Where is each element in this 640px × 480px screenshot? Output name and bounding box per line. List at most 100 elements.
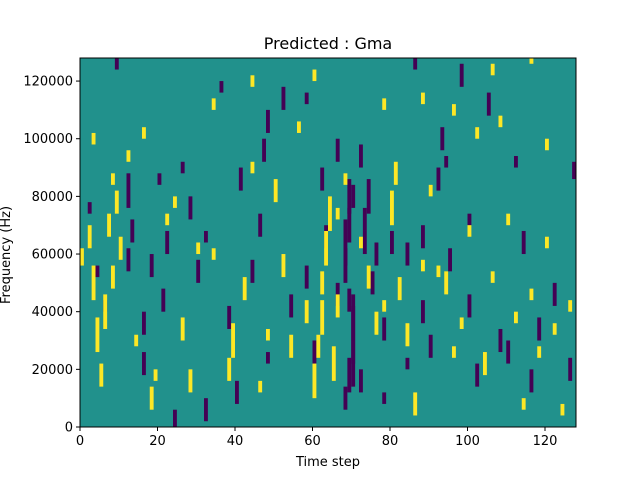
heatmap-cell-low <box>250 259 255 283</box>
heatmap-cell-low <box>506 340 511 364</box>
heatmap-cell-low <box>572 161 576 180</box>
heatmap-cell-high <box>498 115 503 128</box>
heatmap-cell-high <box>180 317 185 341</box>
heatmap-cell-low <box>448 248 452 272</box>
heatmap-cell-high <box>118 236 123 260</box>
heatmap-cell-low <box>552 282 557 306</box>
heatmap-cell-high <box>297 121 301 133</box>
heatmap-cell-low <box>173 409 177 427</box>
heatmap-cell-low <box>165 230 170 255</box>
y-tick-label: 80000 <box>32 190 73 205</box>
heatmap-cell-low <box>227 305 232 329</box>
heatmap-cell-low <box>95 265 100 278</box>
heatmap-cell-low <box>351 184 356 208</box>
heatmap-cell-low <box>149 254 154 278</box>
heatmap-cell-low <box>486 92 491 116</box>
heatmap-cell-high <box>126 150 131 162</box>
heatmap-cell-high <box>103 294 108 329</box>
heatmap-cell-low <box>390 230 394 255</box>
heatmap-cell-low <box>87 202 92 214</box>
heatmap-cell-high <box>324 230 328 266</box>
heatmap-cell-low <box>467 294 472 318</box>
heatmap-cell-low <box>343 386 348 410</box>
heatmap-cell-low <box>440 127 445 151</box>
heatmap-cell-high <box>521 398 526 410</box>
y-tick-label: 0 <box>65 421 73 436</box>
heatmap-cell-high <box>331 346 336 381</box>
heatmap-cell-high <box>359 236 363 249</box>
heatmap-cell-low <box>347 357 352 393</box>
heatmap-cell-low <box>405 242 410 266</box>
heatmap-cell-high <box>266 328 270 341</box>
heatmap-cell-low <box>382 317 387 341</box>
heatmap-cell-low <box>374 242 379 266</box>
heatmap-cell-low <box>312 340 317 364</box>
heatmap-cell-low <box>444 156 449 168</box>
x-tick-label: 20 <box>149 434 166 449</box>
heatmap-cell-high <box>250 75 255 87</box>
heatmap-cell-high <box>568 300 573 312</box>
x-tick-label: 0 <box>76 434 84 449</box>
heatmap-cell-high <box>273 179 278 203</box>
heatmap-cell-low <box>188 196 193 220</box>
heatmap-cell-high <box>459 317 464 329</box>
heatmap-cell-low <box>258 213 263 237</box>
heatmap-cell-low <box>126 248 131 272</box>
heatmap-cell-high <box>173 196 177 208</box>
heatmap-cell-low <box>568 357 573 381</box>
heatmap-cell-high <box>231 323 235 358</box>
heatmap-cell-high <box>452 346 456 358</box>
heatmap-cell-low <box>370 271 375 295</box>
heatmap-cell-high <box>242 277 247 301</box>
heatmap-cell-high <box>382 98 387 110</box>
low-value-cells <box>87 58 576 427</box>
plot-area <box>79 57 577 428</box>
heatmap-cell-high <box>452 104 456 116</box>
heatmap-cell-high <box>328 196 332 231</box>
x-tick-label: 40 <box>227 434 244 449</box>
heatmap-cell-high <box>436 265 441 278</box>
heatmap-cell-high <box>99 363 104 387</box>
heatmap-cell-low <box>459 63 464 87</box>
heatmap-cell-high <box>87 225 92 249</box>
heatmap-cell-high <box>289 334 294 358</box>
heatmap-cell-low <box>343 219 348 266</box>
x-tick-label: 120 <box>533 434 558 449</box>
heatmap-cell-low <box>366 179 371 214</box>
heatmap-cell-high <box>258 380 263 393</box>
heatmap-cell-high <box>312 363 317 399</box>
heatmap-cell-high <box>393 161 398 185</box>
heatmap-cell-high <box>227 357 232 381</box>
heatmap-cell-low <box>196 259 201 283</box>
heatmap-cell-low <box>142 352 146 376</box>
x-tick-label: 100 <box>455 434 480 449</box>
x-axis: 0 20 40 60 80 100 120 <box>76 427 558 449</box>
heatmap-cell-high <box>111 173 115 185</box>
heatmap-cell-high <box>390 190 394 226</box>
heatmap-cell-low <box>362 207 367 231</box>
heatmap-cell-low <box>436 167 441 191</box>
heatmap-cell-high <box>111 265 115 289</box>
heatmap-cell-low <box>362 230 367 255</box>
heatmap-cell-low <box>428 334 433 358</box>
heatmap-cell-high <box>397 277 402 301</box>
heatmap-cell-high <box>80 248 84 266</box>
heatmap-cell-high <box>490 271 495 283</box>
heatmap-cell-high <box>529 58 534 64</box>
heatmap-cell-low <box>126 173 131 208</box>
heatmap-cell-high <box>142 127 146 139</box>
heatmap-cell-high <box>343 173 348 185</box>
heatmap-cell-low <box>304 92 309 105</box>
heatmap-cell-low <box>347 207 352 243</box>
heatmap-cell-low <box>347 288 352 312</box>
heatmap-cell-low <box>405 357 410 370</box>
heatmap-cell-low <box>320 167 325 191</box>
plot-frame <box>79 57 577 428</box>
x-tick-label: 60 <box>304 434 321 449</box>
heatmap-cell-low <box>204 230 208 243</box>
heatmap-cell-high <box>529 288 534 301</box>
chart-title: Predicted : Gma <box>264 34 392 53</box>
heatmap-cell-low <box>235 380 239 404</box>
heatmap-cell-high <box>366 265 371 289</box>
